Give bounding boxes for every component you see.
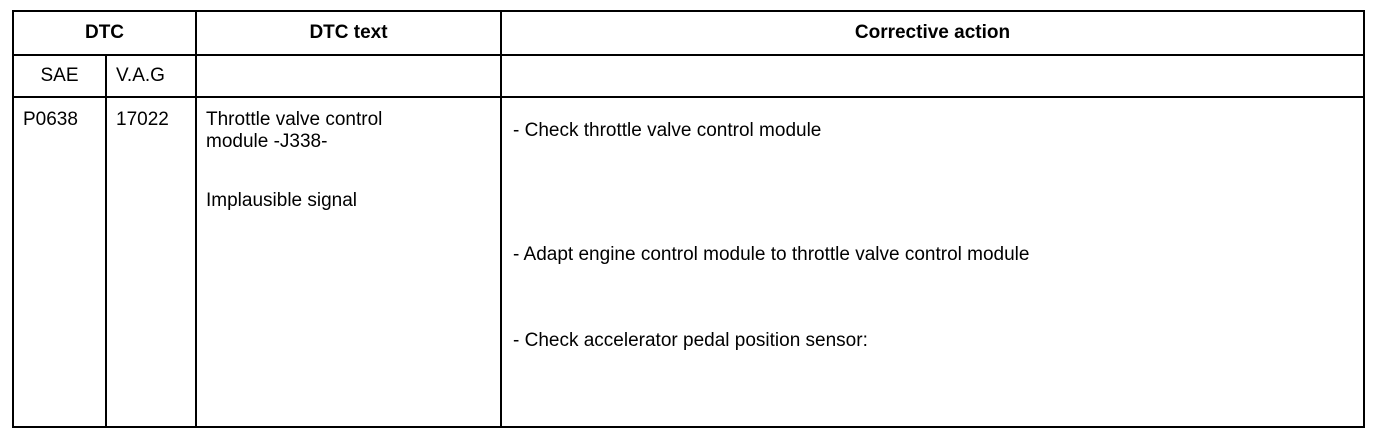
header-dtc: DTC bbox=[84, 22, 125, 43]
cell-dtc-text-line: Implausible signal bbox=[206, 190, 358, 211]
row-divider bbox=[12, 96, 1365, 98]
row-divider bbox=[12, 54, 1365, 56]
table-border-left bbox=[12, 10, 14, 428]
table-border-top bbox=[12, 10, 1365, 12]
table-border-bottom bbox=[12, 426, 1365, 428]
col-divider bbox=[105, 55, 107, 428]
corrective-action-item: - Check throttle valve control module bbox=[513, 120, 822, 141]
cell-dtc-text-line: Throttle valve control bbox=[206, 109, 383, 130]
cell-dtc-text-line: module -J338- bbox=[206, 131, 328, 152]
header-dtc-text: DTC text bbox=[309, 22, 388, 43]
subheader-sae: SAE bbox=[40, 65, 79, 86]
table-border-right bbox=[1363, 10, 1365, 428]
corrective-action-item: - Adapt engine control module to throttl… bbox=[513, 244, 1030, 265]
col-divider bbox=[195, 10, 197, 428]
col-divider bbox=[500, 10, 502, 428]
subheader-vag: V.A.G bbox=[116, 65, 165, 86]
cell-vag: 17022 bbox=[116, 109, 169, 130]
corrective-action-item: - Check accelerator pedal position senso… bbox=[513, 330, 868, 351]
header-corrective-action: Corrective action bbox=[854, 22, 1011, 43]
cell-sae: P0638 bbox=[23, 109, 78, 130]
